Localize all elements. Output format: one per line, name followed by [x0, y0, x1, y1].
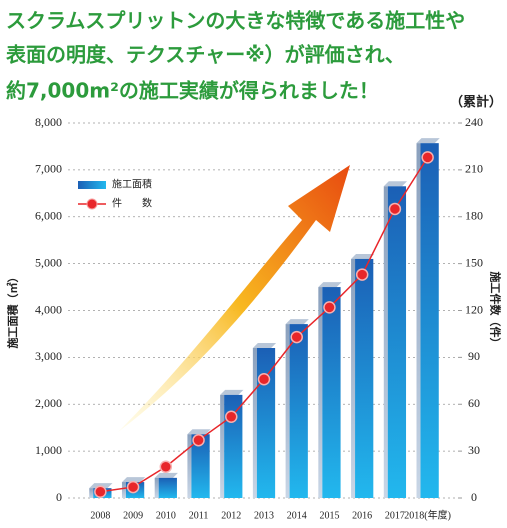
title-line: 表面の明度、テクスチャー※）が評価され、	[6, 43, 405, 67]
x-tick-label: 2015	[319, 510, 339, 521]
x-tick-label: 2017	[385, 510, 405, 521]
x-tick-label: 2008	[90, 510, 110, 521]
bar	[289, 324, 308, 498]
bar-top	[383, 181, 408, 187]
y2-tick-label: 240	[465, 115, 483, 129]
count-marker	[323, 301, 336, 314]
y-tick-label: 8,000	[35, 115, 62, 129]
y2-tick-label: 120	[465, 302, 483, 316]
grid-layer	[68, 122, 458, 499]
x-tick-label: 2013	[254, 510, 274, 521]
title-line: 約7,000m²の施工実績が得られました！	[6, 79, 379, 103]
y2-unit: （累計）	[450, 94, 502, 109]
legend-marker	[86, 198, 98, 210]
bar-top	[187, 429, 211, 435]
y-tick-label: 1,000	[35, 443, 62, 457]
count-marker	[126, 480, 140, 494]
bar	[355, 258, 374, 498]
y2-tick-label: 0	[471, 490, 477, 504]
bar-side	[220, 394, 225, 498]
bar-side	[252, 348, 257, 498]
bar-layer	[89, 138, 440, 498]
y-tick-label: 2,000	[35, 396, 62, 410]
bar-top	[318, 282, 342, 288]
y-tick-label: 4,000	[35, 302, 62, 316]
legend-label: 件 数	[112, 196, 152, 209]
bar-side	[383, 186, 388, 498]
bar-side	[351, 258, 356, 498]
y2-tick-label: 150	[465, 255, 483, 269]
bar-side	[187, 434, 192, 498]
bar	[224, 394, 243, 498]
bar-top	[252, 343, 277, 348]
count-marker	[290, 330, 303, 344]
y2-tick-label: 180	[465, 209, 483, 223]
bar-side	[285, 324, 290, 498]
x-tick-label: 2018(年度)	[404, 508, 451, 521]
bar-side	[416, 143, 421, 498]
bar	[420, 143, 439, 498]
bar	[387, 186, 407, 498]
y2-tick-label: 210	[465, 162, 483, 176]
trend-arrow	[118, 165, 350, 432]
bar-top	[220, 389, 244, 395]
title-line: スクラムスプリットンの大きな特徴である施工性や	[6, 9, 465, 33]
x-tick-label: 2011	[189, 510, 209, 521]
bar-side	[154, 477, 159, 498]
count-marker	[421, 151, 434, 164]
bar-side	[89, 488, 94, 498]
y2-tick-label: 90	[468, 349, 480, 363]
count-marker	[225, 410, 238, 423]
y2-axis-label: 施工件数（件）	[488, 272, 502, 349]
y-tick-label: 6,000	[35, 209, 62, 223]
bar-side	[318, 287, 323, 498]
bar	[256, 348, 276, 498]
y-axis-label: 施工面積（㎡）	[6, 272, 20, 349]
legend-swatch	[78, 181, 106, 189]
count-marker	[94, 485, 107, 498]
x-tick-label: 2016	[352, 510, 372, 521]
bar-top	[351, 253, 375, 259]
x-tick-label: 2014	[287, 510, 307, 521]
count-marker	[355, 268, 369, 281]
x-tick-label: 2009	[123, 510, 143, 521]
bar	[158, 477, 177, 498]
bar-top	[416, 138, 440, 144]
bar-top	[154, 472, 178, 478]
count-marker	[159, 460, 173, 473]
y2-tick-label: 30	[468, 443, 480, 457]
x-tick-label: 2010	[156, 510, 176, 521]
count-marker	[192, 433, 205, 447]
y2-tick-label: 60	[468, 396, 480, 410]
y-tick-label: 5,000	[35, 255, 62, 269]
legend-label: 施工面積	[112, 177, 152, 190]
bar-top	[121, 477, 146, 483]
x-tick-label: 2012	[221, 510, 241, 521]
y-tick-label: 0	[56, 490, 62, 504]
count-marker	[388, 202, 402, 216]
bar	[322, 287, 341, 498]
count-marker	[257, 373, 271, 386]
y-tick-label: 3,000	[35, 349, 62, 363]
bar-top	[285, 319, 309, 325]
y-tick-label: 7,000	[35, 162, 62, 176]
bar	[191, 434, 210, 498]
bar-side	[121, 482, 126, 498]
